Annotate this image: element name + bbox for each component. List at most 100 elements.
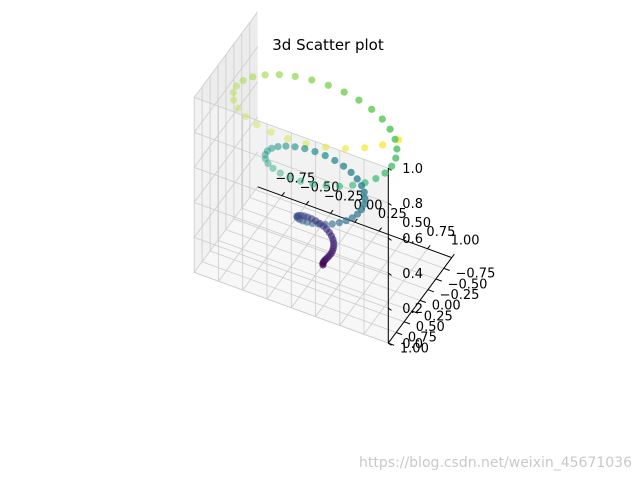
z-tick [388, 202, 392, 206]
scatter-point [358, 182, 366, 190]
scatter-point [321, 152, 329, 160]
scatter-point [322, 143, 330, 151]
scatter-point [291, 143, 299, 151]
grid-line [193, 151, 259, 238]
scatter-point [360, 188, 368, 196]
scatter-point [392, 154, 400, 162]
scatter-point [242, 112, 250, 121]
scatter-point [347, 168, 355, 176]
grid-line [193, 46, 259, 133]
grid-line [201, 261, 397, 333]
scatter-point [286, 173, 294, 182]
watermark: https://blog.csdn.net/weixin_45671036 [359, 455, 632, 471]
grid-line [217, 239, 413, 312]
grid-line [194, 237, 389, 309]
y-tick-label: −0.50 [448, 277, 488, 292]
scatter-point [348, 214, 356, 222]
y-axis-line [387, 257, 453, 344]
scatter-point [368, 105, 376, 113]
scatter-point [386, 125, 394, 133]
z-tick [388, 237, 392, 241]
scatter-point [378, 115, 386, 123]
scatter-point [284, 135, 292, 143]
chart-title: 3d Scatter plot [272, 36, 384, 54]
scatter-point [249, 73, 257, 81]
y-tick [435, 278, 442, 282]
scatter-point [268, 144, 276, 152]
grid-line [209, 250, 405, 323]
y-tick-label: −0.25 [440, 288, 480, 303]
grid-line [194, 132, 389, 204]
scatter-point [282, 142, 290, 150]
grid-line [249, 197, 445, 269]
z-tick-label: 0.0 [402, 337, 423, 352]
x-tick-label: 0.75 [426, 225, 455, 240]
x-tick-label: 1.00 [451, 234, 480, 249]
scatter-point [234, 104, 242, 112]
y-tick [404, 321, 411, 325]
x-tick-label: −0.75 [275, 172, 315, 187]
x-tick [305, 200, 310, 205]
grid-lines [193, 11, 453, 344]
scatter-point [274, 143, 282, 151]
scatter-point [393, 145, 401, 153]
scatter-point [340, 88, 348, 96]
z-tick-label: 0.4 [402, 267, 423, 282]
scatter-point [388, 162, 396, 170]
y-tick-label: 0.75 [408, 331, 437, 346]
z-tick [388, 342, 392, 346]
x-tick [427, 245, 431, 250]
scatter-point [340, 162, 348, 170]
scatter-point [267, 128, 275, 136]
scatter-point [309, 180, 317, 188]
scatter-point [269, 164, 277, 172]
y-tick-label: 1.00 [400, 341, 429, 356]
scatter-point [232, 82, 241, 90]
y-tick-label: −0.75 [456, 267, 496, 282]
scatter-point [349, 181, 357, 189]
scatter-point [322, 182, 330, 190]
scatter-point [297, 177, 305, 185]
z-tick-label: 0.2 [402, 302, 423, 317]
z-tick [388, 272, 392, 276]
x-tick [402, 236, 407, 241]
scatter-point [230, 96, 238, 104]
x-tick [451, 253, 455, 258]
z-tick-label: 0.6 [402, 232, 423, 247]
y-tick [443, 267, 450, 271]
axis-lines [257, 167, 455, 346]
z-tick-label: 0.8 [402, 197, 423, 212]
scatter-point [308, 76, 316, 84]
x-tick [281, 192, 285, 196]
grid-line [194, 272, 389, 344]
tick-labels: −0.75−0.50−0.250.000.250.500.751.00−0.75… [275, 162, 495, 356]
scatter-point [341, 144, 349, 153]
scatter-point [391, 135, 399, 143]
grid-line [194, 202, 389, 274]
scatter-point [239, 77, 247, 85]
y-tick-label: 0.50 [416, 320, 445, 335]
scatter-point [329, 235, 337, 243]
scatter-point [361, 144, 369, 152]
scatter-point [328, 220, 336, 228]
data-points [229, 71, 403, 269]
scatter-point [381, 169, 389, 177]
grid-line [193, 186, 259, 273]
y-tick [411, 310, 419, 314]
scatter-point [275, 71, 283, 79]
scatter-point [291, 72, 299, 80]
scatter-point [353, 175, 361, 183]
scatter-point [361, 194, 369, 203]
scatter-point [229, 88, 237, 97]
grid-line [193, 116, 259, 203]
z-tick-label: 1.0 [402, 162, 423, 177]
scatter-point [331, 156, 339, 165]
grid-line [194, 97, 389, 169]
grid-line [241, 207, 437, 280]
scatter-point [253, 121, 261, 129]
scatter-point [335, 219, 343, 227]
scatter-point [379, 141, 387, 149]
x-tick-label: 0.50 [402, 216, 431, 231]
